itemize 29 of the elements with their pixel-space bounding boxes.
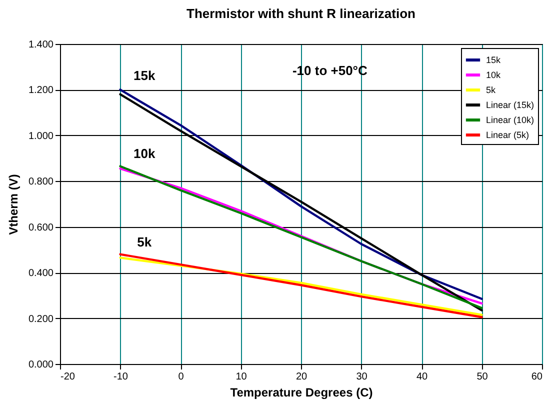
annotation: 10k xyxy=(134,146,156,161)
legend-label: 10k xyxy=(486,70,502,80)
x-tick-label: -10 xyxy=(114,372,128,382)
x-tick-label: 0 xyxy=(178,372,184,382)
y-tick-label: 0.600 xyxy=(28,222,54,234)
x-tick-label: 60 xyxy=(531,372,543,382)
x-tick-label: 30 xyxy=(356,372,368,382)
y-tick-label: 1.200 xyxy=(28,85,54,96)
legend-label: Linear (10k) xyxy=(486,115,534,125)
x-tick-label: 20 xyxy=(296,372,308,382)
annotation: 15k xyxy=(134,68,156,83)
y-axis-title: Vtherm (V) xyxy=(6,174,20,235)
x-tick-label: 50 xyxy=(476,372,488,382)
x-tick-label: -20 xyxy=(60,372,76,382)
x-tick-label: 10 xyxy=(236,372,248,382)
y-tick-label: 0.200 xyxy=(28,314,54,325)
legend-label: Linear (15k) xyxy=(486,100,534,110)
x-tick-label: 40 xyxy=(416,372,428,382)
annotation: 5k xyxy=(137,234,152,250)
legend-label: 5k xyxy=(486,85,496,95)
y-tick-label: 0.400 xyxy=(28,268,54,280)
chart-title: Thermistor with shunt R linearization xyxy=(186,6,416,21)
legend-label: Linear (5k) xyxy=(486,130,530,140)
y-tick-label: 0.000 xyxy=(28,360,54,370)
y-tick-label: 1.000 xyxy=(28,130,54,142)
legend-label: 15k xyxy=(486,55,502,65)
y-tick-label: 1.400 xyxy=(28,40,54,50)
y-tick-label: 0.800 xyxy=(28,176,54,188)
x-axis-title: Temperature Degrees (C) xyxy=(230,386,373,400)
